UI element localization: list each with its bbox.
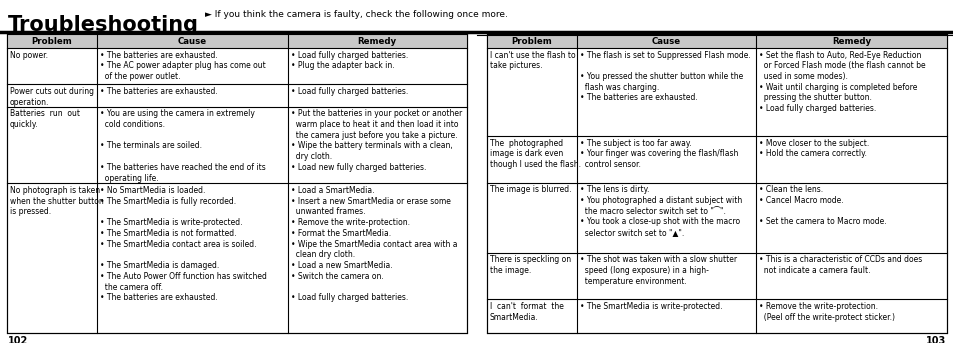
Text: Problem: Problem [31, 36, 72, 46]
Text: • Load fully charged batteries.: • Load fully charged batteries. [291, 87, 408, 96]
Text: I  can't  format  the
SmartMedia.: I can't format the SmartMedia. [490, 302, 563, 322]
Text: The image is blurred.: The image is blurred. [490, 185, 571, 194]
Text: • The batteries are exhausted.: • The batteries are exhausted. [100, 87, 217, 96]
Text: There is speckling on
the image.: There is speckling on the image. [490, 255, 571, 275]
Text: No power.: No power. [10, 50, 48, 59]
Text: • No SmartMedia is loaded.
• The SmartMedia is fully recorded.

• The SmartMedia: • No SmartMedia is loaded. • The SmartMe… [100, 186, 266, 303]
Text: • The flash is set to Suppressed Flash mode.

• You pressed the shutter button w: • The flash is set to Suppressed Flash m… [579, 50, 750, 103]
Text: • Clean the lens.
• Cancel Macro mode.

• Set the camera to Macro mode.: • Clean the lens. • Cancel Macro mode. •… [759, 185, 885, 226]
Text: Batteries  run  out
quickly.: Batteries run out quickly. [10, 109, 80, 129]
Text: • This is a characteristic of CCDs and does
  not indicate a camera fault.: • This is a characteristic of CCDs and d… [759, 255, 922, 275]
Text: Remedy: Remedy [831, 36, 870, 46]
Text: I can't use the flash to
take pictures.: I can't use the flash to take pictures. [490, 50, 575, 70]
Text: ► If you think the camera is faulty, check the following once more.: ► If you think the camera is faulty, che… [205, 10, 507, 19]
Text: • Load fully charged batteries.
• Plug the adapter back in.: • Load fully charged batteries. • Plug t… [291, 50, 408, 70]
Text: • Set the flash to Auto, Red-Eye Reduction
  or Forced Flash mode (the flash can: • Set the flash to Auto, Red-Eye Reducti… [759, 50, 924, 113]
Text: 103: 103 [924, 336, 945, 343]
Text: 102: 102 [8, 336, 29, 343]
Text: • Put the batteries in your pocket or another
  warm place to heat it and then l: • Put the batteries in your pocket or an… [291, 109, 461, 172]
Text: • The shot was taken with a slow shutter
  speed (long exposure) in a high-
  te: • The shot was taken with a slow shutter… [579, 255, 736, 286]
Bar [486, 34, 946, 333]
Text: • The lens is dirty.
• You photographed a distant subject with
  the macro selec: • The lens is dirty. • You photographed … [579, 185, 741, 237]
Text: Power cuts out during
operation.: Power cuts out during operation. [10, 87, 94, 107]
Text: Cause: Cause [651, 36, 680, 46]
Text: No photograph is taken
when the shutter button
is pressed.: No photograph is taken when the shutter … [10, 186, 104, 216]
Text: • Load a SmartMedia.
• Insert a new SmartMedia or erase some
  unwanted frames.
: • Load a SmartMedia. • Insert a new Smar… [291, 186, 456, 303]
Text: Remedy: Remedy [357, 36, 396, 46]
Text: Troubleshooting: Troubleshooting [8, 15, 199, 35]
Bar [7, 34, 467, 333]
Bar [486, 34, 946, 48]
Text: The  photographed
image is dark even
though I used the flash.: The photographed image is dark even thou… [490, 139, 580, 169]
Bar [7, 34, 467, 48]
Text: • Remove the write-protection.
  (Peel off the write-protect sticker.): • Remove the write-protection. (Peel off… [759, 302, 894, 322]
Text: • Move closer to the subject.
• Hold the camera correctly.: • Move closer to the subject. • Hold the… [759, 139, 868, 158]
Text: • You are using the camera in extremely
  cold conditions.

• The terminals are : • You are using the camera in extremely … [100, 109, 265, 182]
Text: • The batteries are exhausted.
• The AC power adapter plug has come out
  of the: • The batteries are exhausted. • The AC … [100, 50, 265, 81]
Text: Cause: Cause [177, 36, 207, 46]
Text: Problem: Problem [511, 36, 552, 46]
Text: • The SmartMedia is write-protected.: • The SmartMedia is write-protected. [579, 302, 721, 311]
Text: • The subject is too far away.
• Your finger was covering the flash/flash
  cont: • The subject is too far away. • Your fi… [579, 139, 738, 169]
